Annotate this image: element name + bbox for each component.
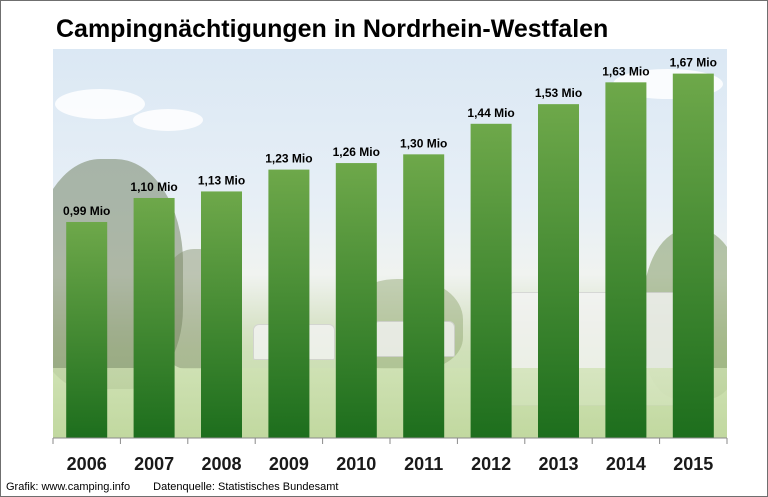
data-label-2010: 1,26 Mio: [333, 145, 380, 159]
chart-title: Campingnächtigungen in Nordrhein-Westfal…: [56, 15, 609, 43]
bar-2012: [470, 123, 512, 439]
x-tick-label-2008: 2008: [201, 454, 241, 474]
bar-2006: [66, 221, 108, 438]
x-tick-label-2010: 2010: [336, 454, 376, 474]
chart-footer: Grafik: www.camping.info Datenquelle: St…: [6, 481, 338, 493]
data-label-2009: 1,23 Mio: [265, 152, 312, 166]
bar-2010: [335, 163, 377, 438]
data-label-2014: 1,63 Mio: [602, 64, 649, 78]
bar-2008: [201, 191, 242, 438]
data-label-2006: 0,99 Mio: [63, 204, 110, 218]
bar-2014: [605, 82, 647, 439]
bar-2015: [672, 73, 714, 438]
credit-text: Grafik: www.camping.info: [6, 481, 131, 493]
x-tick-label-2012: 2012: [471, 454, 511, 474]
bar-2009: [268, 169, 310, 438]
bar-2007: [133, 197, 175, 438]
data-label-2013: 1,53 Mio: [535, 86, 582, 100]
bar-2013: [538, 104, 579, 439]
data-label-2015: 1,67 Mio: [670, 56, 717, 70]
data-label-2012: 1,44 Mio: [467, 106, 514, 120]
x-tick-label-2011: 2011: [404, 454, 443, 474]
bar-2011: [403, 154, 445, 438]
data-label-2008: 1,13 Mio: [198, 173, 245, 187]
x-tick-label-2009: 2009: [269, 454, 309, 474]
x-tick-label-2015: 2015: [673, 454, 713, 474]
x-tick-label-2013: 2013: [538, 454, 578, 474]
x-tick-label-2007: 2007: [134, 454, 174, 474]
source-text: Datenquelle: Statistisches Bundesamt: [153, 481, 339, 493]
x-tick-label-2006: 2006: [67, 454, 107, 474]
data-label-2007: 1,10 Mio: [130, 180, 177, 194]
x-tick-label-2014: 2014: [606, 454, 646, 474]
data-label-2011: 1,30 Mio: [400, 136, 447, 150]
